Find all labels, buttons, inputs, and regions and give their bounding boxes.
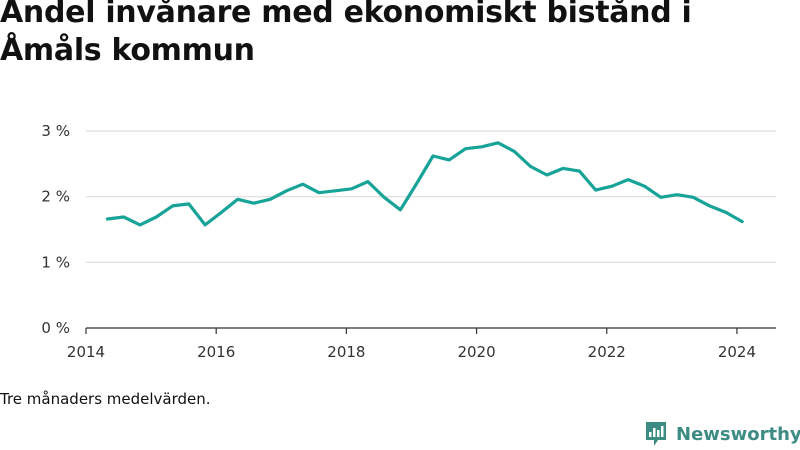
- brand-name: Newsworthy: [676, 423, 800, 445]
- data-point: [643, 184, 646, 188]
- x-tick-label: 2014: [67, 343, 105, 361]
- x-tick-label: 2024: [718, 343, 756, 361]
- data-point: [545, 173, 549, 177]
- data-point: [529, 165, 532, 168]
- data-point: [724, 211, 728, 214]
- y-tick-label: 0 %: [41, 319, 70, 337]
- data-point: [464, 147, 467, 150]
- data-point: [382, 196, 386, 199]
- x-tick-label: 2022: [588, 343, 626, 361]
- data-point: [334, 189, 337, 192]
- data-point: [203, 223, 207, 227]
- data-point: [415, 182, 418, 185]
- data-point: [252, 202, 256, 205]
- x-tick-label: 2016: [197, 343, 235, 361]
- data-point: [675, 193, 679, 196]
- data-point: [513, 150, 516, 153]
- data-point: [301, 182, 304, 186]
- data-point: [269, 198, 272, 201]
- series-layer: [105, 141, 744, 227]
- data-point: [480, 145, 483, 148]
- data-point: [399, 208, 402, 211]
- data-point: [350, 187, 353, 190]
- data-point: [610, 184, 614, 188]
- data-point: [317, 191, 321, 194]
- data-point: [431, 154, 435, 158]
- data-point: [659, 196, 662, 199]
- data-point: [627, 178, 630, 181]
- data-point: [561, 167, 565, 170]
- data-point: [187, 202, 191, 206]
- tick-labels: 0 % 1 % 2 % 3 % 2014 2016 2018 2020 2022 2024: [41, 122, 756, 361]
- series-line: [105, 141, 744, 227]
- y-tick-label: 1 %: [41, 253, 70, 271]
- data-point: [220, 211, 223, 214]
- data-point: [708, 204, 711, 208]
- x-tick-label: 2020: [457, 343, 495, 361]
- newsworthy-logo-icon: [646, 422, 666, 446]
- data-point: [106, 217, 109, 221]
- x-axis: [85, 327, 776, 334]
- data-point: [171, 204, 174, 208]
- data-point: [496, 141, 500, 145]
- data-point: [155, 215, 158, 219]
- data-point: [448, 158, 451, 162]
- data-point: [236, 198, 239, 201]
- chart-title: Andel invånare med ekonomiskt bistånd i …: [0, 0, 692, 68]
- data-point: [285, 189, 288, 192]
- data-point: [366, 180, 370, 183]
- chart-note: Tre månaders medelvärden.: [0, 390, 211, 408]
- data-point: [122, 215, 125, 219]
- data-point: [740, 220, 744, 223]
- data-point: [692, 196, 695, 199]
- x-tick-label: 2018: [327, 343, 365, 361]
- y-tick-label: 3 %: [41, 122, 70, 140]
- y-tick-label: 2 %: [41, 188, 70, 206]
- data-point: [578, 169, 581, 173]
- data-point: [594, 188, 597, 192]
- data-point: [138, 223, 142, 227]
- brand[interactable]: Newsworthy: [644, 419, 800, 449]
